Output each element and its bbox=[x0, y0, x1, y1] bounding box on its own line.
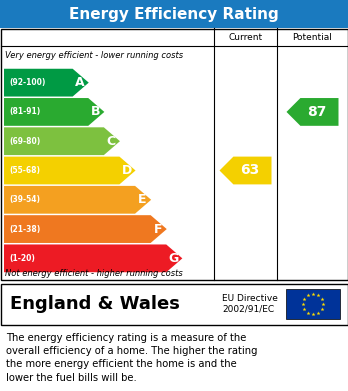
Polygon shape bbox=[4, 69, 89, 97]
Text: 63: 63 bbox=[240, 163, 259, 178]
Polygon shape bbox=[220, 157, 271, 185]
Text: (1-20): (1-20) bbox=[9, 254, 35, 263]
Text: Energy Efficiency Rating: Energy Efficiency Rating bbox=[69, 7, 279, 22]
Polygon shape bbox=[4, 127, 120, 155]
Text: Potential: Potential bbox=[293, 32, 332, 41]
Text: EU Directive
2002/91/EC: EU Directive 2002/91/EC bbox=[222, 294, 278, 314]
Text: England & Wales: England & Wales bbox=[10, 295, 180, 313]
Text: F: F bbox=[153, 222, 162, 235]
Text: Very energy efficient - lower running costs: Very energy efficient - lower running co… bbox=[5, 50, 183, 59]
Text: (92-100): (92-100) bbox=[9, 78, 45, 87]
Text: (39-54): (39-54) bbox=[9, 195, 40, 204]
Text: Not energy efficient - higher running costs: Not energy efficient - higher running co… bbox=[5, 269, 183, 278]
Polygon shape bbox=[4, 215, 167, 243]
Polygon shape bbox=[4, 157, 136, 185]
Text: (69-80): (69-80) bbox=[9, 137, 40, 146]
Text: (55-68): (55-68) bbox=[9, 166, 40, 175]
Text: 87: 87 bbox=[307, 105, 326, 119]
Text: The energy efficiency rating is a measure of the
overall efficiency of a home. T: The energy efficiency rating is a measur… bbox=[6, 333, 258, 383]
Bar bbox=[0, 0, 348, 28]
Bar bbox=[286, 289, 340, 319]
Text: A: A bbox=[75, 76, 85, 89]
Bar bbox=[0, 283, 348, 325]
Text: B: B bbox=[90, 106, 100, 118]
Text: G: G bbox=[168, 252, 179, 265]
Text: (21-38): (21-38) bbox=[9, 224, 40, 233]
Text: E: E bbox=[138, 193, 147, 206]
Text: (81-91): (81-91) bbox=[9, 108, 40, 117]
Polygon shape bbox=[4, 186, 151, 213]
Text: C: C bbox=[106, 135, 116, 148]
Polygon shape bbox=[4, 244, 182, 272]
Polygon shape bbox=[4, 98, 104, 126]
Polygon shape bbox=[286, 98, 339, 126]
Text: D: D bbox=[121, 164, 132, 177]
Bar bbox=[0, 29, 348, 280]
Text: Current: Current bbox=[228, 32, 262, 41]
